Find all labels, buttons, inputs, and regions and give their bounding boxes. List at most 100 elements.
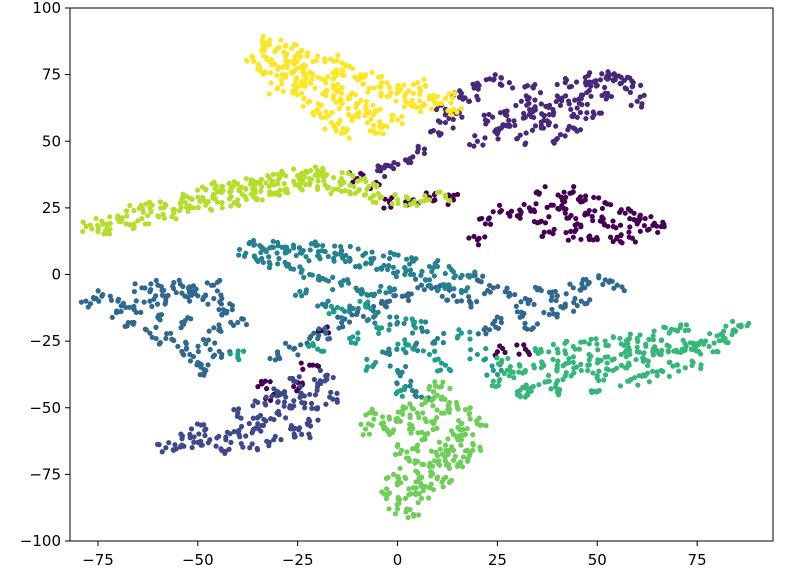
scatter-point bbox=[384, 299, 390, 305]
scatter-point bbox=[455, 406, 461, 412]
scatter-point bbox=[259, 255, 265, 262]
scatter-point bbox=[141, 299, 147, 305]
scatter-point bbox=[387, 363, 393, 369]
scatter-point bbox=[546, 214, 552, 220]
scatter-point bbox=[435, 461, 441, 467]
scatter-point bbox=[506, 117, 512, 123]
scatter-point bbox=[200, 296, 206, 303]
scatter-point bbox=[598, 110, 605, 116]
scatter-point bbox=[414, 348, 421, 354]
scatter-point bbox=[538, 349, 544, 355]
scatter-point bbox=[262, 378, 268, 384]
scatter-point bbox=[376, 74, 382, 80]
scatter-point bbox=[394, 346, 400, 352]
scatter-point bbox=[496, 202, 503, 208]
scatter-point bbox=[372, 320, 378, 326]
scatter-point bbox=[586, 351, 592, 358]
scatter-point bbox=[703, 338, 709, 344]
scatter-point bbox=[513, 303, 519, 309]
scatter-point bbox=[190, 353, 197, 360]
scatter-point bbox=[507, 123, 513, 129]
scatter-point bbox=[617, 209, 623, 215]
scatter-point bbox=[339, 306, 345, 312]
scatter-point bbox=[649, 368, 656, 374]
scatter-point bbox=[557, 387, 563, 393]
scatter-point bbox=[414, 80, 421, 86]
scatter-point bbox=[409, 316, 415, 322]
scatter-point bbox=[637, 332, 643, 338]
scatter-point bbox=[689, 362, 695, 369]
scatter-point bbox=[145, 213, 151, 219]
scatter-point bbox=[534, 321, 541, 327]
scatter-point bbox=[255, 384, 261, 390]
scatter-point bbox=[370, 363, 376, 370]
scatter-point bbox=[489, 363, 495, 369]
scatter-point bbox=[457, 88, 463, 94]
scatter-point bbox=[380, 131, 387, 137]
scatter-point bbox=[355, 114, 361, 120]
scatter-point bbox=[400, 346, 407, 352]
scatter-point bbox=[446, 115, 452, 122]
scatter-point bbox=[316, 326, 322, 332]
scatter-point bbox=[142, 221, 148, 227]
scatter-point bbox=[351, 113, 357, 120]
scatter-point bbox=[186, 284, 193, 290]
scatter-point bbox=[422, 82, 428, 88]
y-tick-label: 25 bbox=[42, 199, 61, 217]
scatter-point bbox=[437, 367, 444, 373]
scatter-point bbox=[554, 314, 560, 320]
scatter-point bbox=[267, 379, 273, 385]
scatter-point bbox=[541, 229, 547, 235]
scatter-point bbox=[532, 97, 538, 103]
scatter-point bbox=[386, 263, 392, 269]
scatter-point bbox=[541, 118, 547, 124]
scatter-point bbox=[391, 293, 397, 299]
scatter-point bbox=[447, 368, 454, 374]
scatter-point bbox=[597, 218, 603, 224]
scatter-point bbox=[413, 340, 420, 346]
scatter-point bbox=[188, 316, 194, 322]
scatter-point bbox=[418, 495, 425, 501]
scatter-point bbox=[324, 372, 330, 378]
scatter-point bbox=[363, 98, 370, 105]
scatter-point bbox=[343, 252, 349, 259]
scatter-point bbox=[626, 360, 632, 366]
scatter-point bbox=[596, 368, 602, 374]
scatter-point bbox=[524, 326, 530, 332]
scatter-point bbox=[201, 370, 207, 376]
scatter-point bbox=[452, 273, 458, 279]
scatter-point bbox=[308, 400, 315, 406]
scatter-point bbox=[531, 362, 537, 368]
scatter-point bbox=[562, 348, 568, 354]
scatter-point bbox=[295, 50, 301, 56]
scatter-point bbox=[190, 205, 196, 211]
scatter-point bbox=[236, 246, 243, 253]
scatter-point bbox=[364, 120, 370, 126]
scatter-point bbox=[486, 327, 493, 333]
scatter-point bbox=[489, 114, 496, 120]
scatter-point bbox=[392, 191, 398, 198]
scatter-point bbox=[405, 291, 411, 297]
scatter-point bbox=[274, 46, 280, 52]
scatter-point bbox=[323, 330, 329, 336]
scatter-point bbox=[475, 331, 481, 337]
scatter-point bbox=[303, 75, 309, 81]
scatter-point bbox=[355, 330, 361, 336]
scatter-point bbox=[626, 344, 632, 351]
scatter-point bbox=[548, 386, 554, 392]
scatter-point bbox=[248, 191, 254, 197]
points-layer bbox=[78, 33, 752, 521]
scatter-point bbox=[338, 182, 344, 188]
scatter-point bbox=[512, 291, 518, 298]
scatter-point bbox=[292, 292, 299, 298]
scatter-point bbox=[194, 421, 201, 427]
scatter-point bbox=[638, 82, 644, 88]
scatter-point bbox=[302, 83, 308, 89]
scatter-point bbox=[309, 272, 315, 278]
scatter-point bbox=[480, 273, 486, 279]
scatter-point bbox=[430, 389, 437, 395]
scatter-point bbox=[80, 219, 86, 225]
scatter-point bbox=[299, 431, 305, 437]
scatter-point bbox=[369, 69, 375, 75]
scatter-point bbox=[502, 289, 508, 295]
